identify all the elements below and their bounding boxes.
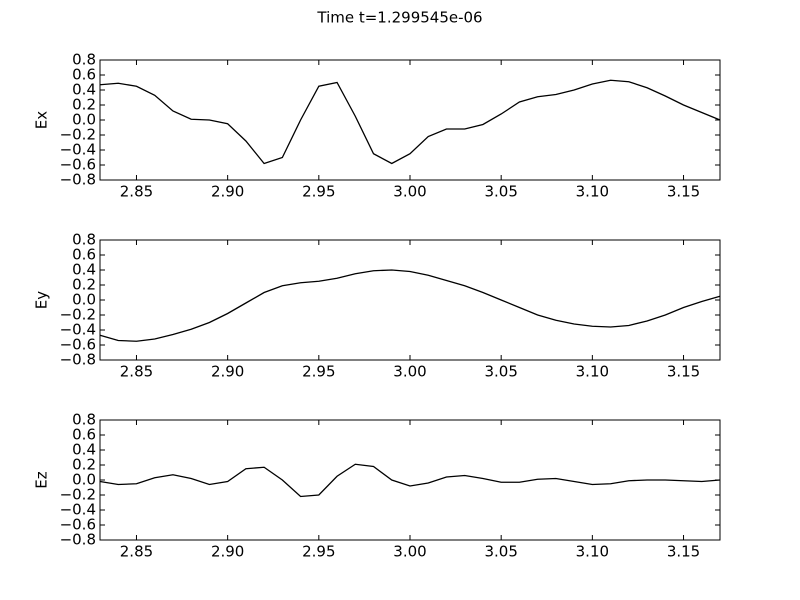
x-tick-label: 2.95 [302,543,335,561]
x-tick-label: 2.85 [120,183,153,201]
x-tick-label: 3.15 [667,363,700,381]
y-tick-label: 0.2 [72,456,96,474]
y-tick-label: −0.2 [60,306,96,324]
y-tick-label: −0.2 [60,126,96,144]
y-tick-label: −0.4 [60,501,96,519]
y-tick-label: 0.8 [72,231,96,249]
y-tick-label: 0.8 [72,51,96,69]
y-tick-label: −0.8 [60,351,96,369]
y-tick-label: 0.4 [72,441,96,459]
y-axis-label: Ey [33,291,51,309]
x-tick-label: 3.15 [667,543,700,561]
x-tick-label: 2.90 [211,543,244,561]
y-tick-label: −0.6 [60,336,96,354]
x-tick-label: 2.95 [302,183,335,201]
y-axis-label: Ez [33,471,51,488]
data-line [99,269,721,342]
x-tick-label: 2.85 [120,543,153,561]
x-tick-label: 3.15 [667,183,700,201]
plot-frame [99,239,721,361]
y-tick-label: 0.2 [72,276,96,294]
x-tick-label: 3.00 [393,363,426,381]
y-tick-label: 0.4 [72,261,96,279]
plot-frame [99,419,721,541]
x-tick-label: 3.05 [484,543,517,561]
x-tick-label: 3.10 [576,543,609,561]
y-tick-label: 0.6 [72,246,96,264]
y-tick-label: −0.8 [60,531,96,549]
y-tick-label: 0.6 [72,426,96,444]
y-tick-label: −0.4 [60,141,96,159]
x-tick-label: 2.90 [211,363,244,381]
y-tick-label: 0.0 [72,471,96,489]
data-line [99,79,721,165]
x-tick-label: 3.00 [393,543,426,561]
y-tick-label: 0.4 [72,81,96,99]
y-tick-label: 0.6 [72,66,96,84]
y-tick-label: 0.0 [72,291,96,309]
y-tick-label: −0.6 [60,516,96,534]
y-axis-label: Ex [33,111,51,129]
data-line [99,463,721,498]
y-tick-label: −0.2 [60,486,96,504]
y-tick-label: −0.4 [60,321,96,339]
x-tick-label: 2.85 [120,363,153,381]
figure-title: Time t=1.299545e-06 [316,9,482,27]
y-tick-label: −0.8 [60,171,96,189]
y-tick-label: −0.6 [60,156,96,174]
x-tick-label: 2.90 [211,183,244,201]
plot-frame [99,59,721,181]
y-tick-label: 0.8 [72,411,96,429]
x-tick-label: 3.00 [393,183,426,201]
x-tick-label: 2.95 [302,363,335,381]
x-tick-label: 3.10 [576,363,609,381]
y-tick-label: 0.2 [72,96,96,114]
x-tick-label: 3.05 [484,363,517,381]
x-tick-label: 3.10 [576,183,609,201]
y-tick-label: 0.0 [72,111,96,129]
x-tick-label: 3.05 [484,183,517,201]
